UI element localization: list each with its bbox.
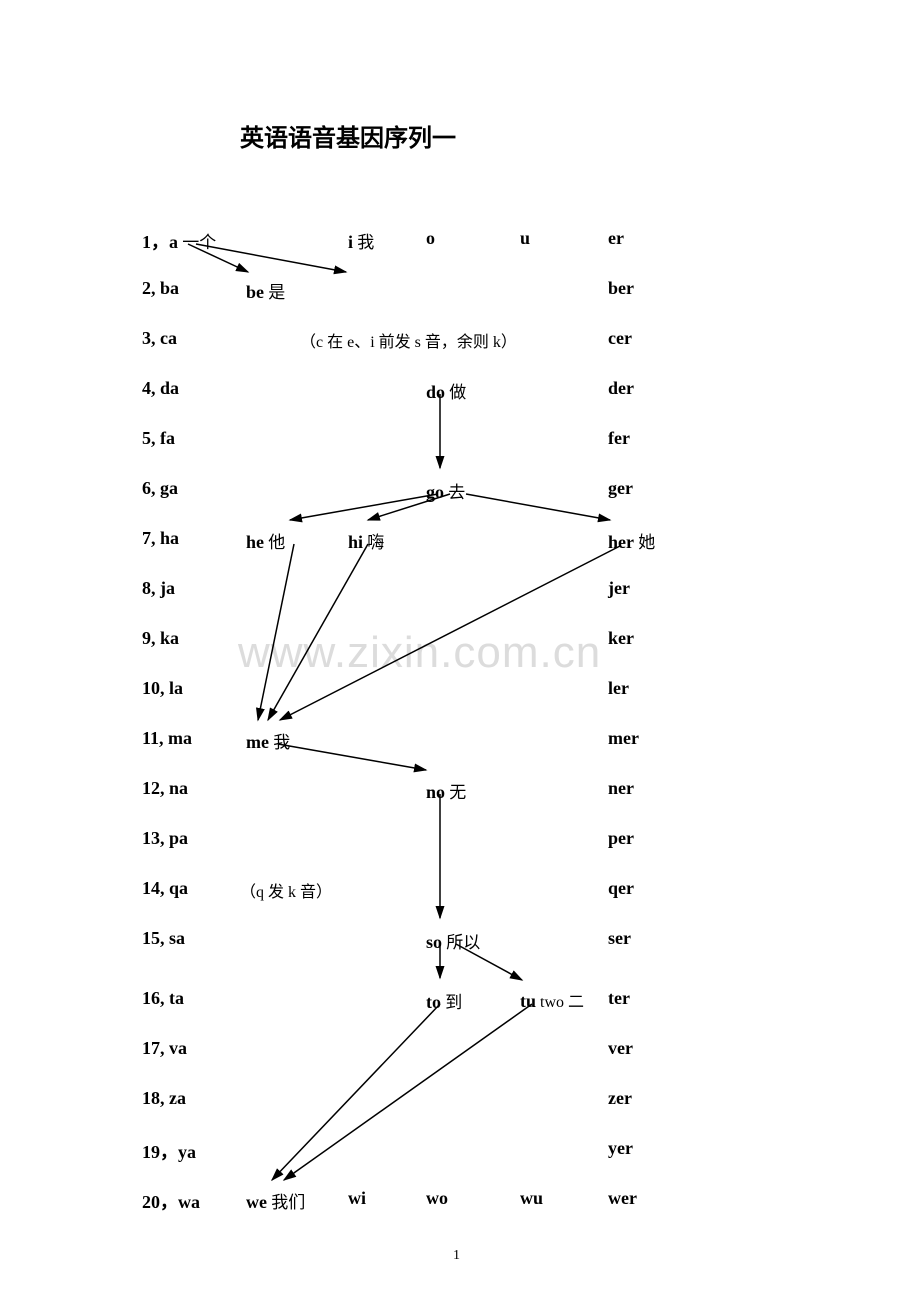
table-cell: be 是 [246,278,285,303]
table-cell: 10, la [142,678,183,699]
table-cell: me 我 [246,728,290,753]
table-cell: do 做 [426,378,466,403]
table-cell: 11, ma [142,728,192,749]
table-cell: yer [608,1138,633,1159]
arrow [272,1004,440,1180]
table-cell: no 无 [426,778,466,803]
table-cell: ber [608,278,634,299]
table-cell: 19，ya [142,1138,196,1164]
arrow [196,244,346,272]
page-title: 英语语音基因序列一 [240,118,456,153]
watermark: www.zixin.com.cn [238,628,601,678]
table-cell: 6, ga [142,478,178,499]
table-cell: wi [348,1188,366,1209]
table-cell: we 我们 [246,1188,305,1213]
table-cell: he 他 [246,528,285,553]
table-cell: ter [608,988,630,1009]
table-cell: 15, sa [142,928,185,949]
table-cell: mer [608,728,639,749]
note-text: （c 在 e、i 前发 s 音，余则 k） [300,328,517,352]
page: 英语语音基因序列一 www.zixin.com.cn 1，a 一个 i 我 o u er… [0,0,920,1302]
table-cell: tu two 二 [520,988,584,1012]
table-cell: ser [608,928,631,949]
table-cell: 4, da [142,378,179,399]
arrow [284,1004,532,1180]
table-cell: wer [608,1188,637,1209]
arrow [280,546,620,720]
table-cell: ker [608,628,634,649]
table-cell: er [608,228,624,249]
table-cell: go 去 [426,478,465,503]
arrow [278,744,426,770]
table-cell: 9, ka [142,628,179,649]
table-cell: fer [608,428,630,449]
arrow [268,544,368,720]
table-cell: cer [608,328,632,349]
page-number: 1 [453,1248,460,1264]
table-cell: 2, ba [142,278,179,299]
table-cell: zer [608,1088,632,1109]
table-cell: 7, ha [142,528,179,549]
table-cell: der [608,378,634,399]
table-cell: wu [520,1188,543,1209]
table-cell: so 所以 [426,928,480,953]
table-cell: ner [608,778,634,799]
table-cell: 3, ca [142,328,177,349]
note-text: （q 发 k 音） [240,878,332,902]
table-cell: ver [608,1038,633,1059]
table-cell: 8, ja [142,578,175,599]
arrow [290,494,438,520]
table-cell: per [608,828,634,849]
arrows-layer [0,0,920,1302]
table-cell: ler [608,678,629,699]
table-cell: 18, za [142,1088,186,1109]
table-cell: hi 嗨 [348,528,384,553]
table-cell: to 到 [426,988,462,1013]
table-cell: 20，wa [142,1188,200,1214]
table-cell: o [426,228,435,249]
table-cell: qer [608,878,634,899]
table-cell: 1，a 一个 [142,228,216,254]
table-cell: 12, na [142,778,188,799]
table-cell: her 她 [608,528,655,553]
arrow [258,544,294,720]
table-cell: i 我 [348,228,374,253]
table-cell: 5, fa [142,428,175,449]
table-cell: 13, pa [142,828,188,849]
table-cell: 17, va [142,1038,187,1059]
arrow [466,494,610,520]
table-cell: wo [426,1188,448,1209]
table-cell: ger [608,478,633,499]
table-cell: jer [608,578,630,599]
table-cell: 16, ta [142,988,184,1009]
table-cell: 14, qa [142,878,188,899]
table-cell: u [520,228,530,249]
